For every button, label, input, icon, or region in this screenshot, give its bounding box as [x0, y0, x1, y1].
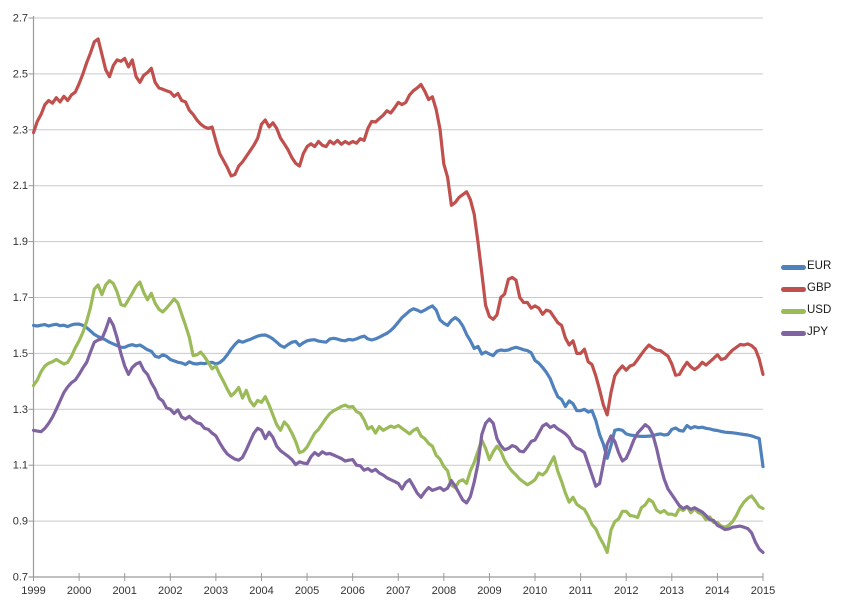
x-axis-label: 2015: [751, 585, 775, 597]
x-axis-label: 2009: [477, 585, 501, 597]
jpy-line-swatch-icon: [781, 330, 806, 336]
series-line-usd: [31, 279, 765, 555]
y-axis-label: 2.3: [13, 124, 28, 136]
y-axis-label: 1.3: [13, 404, 28, 416]
x-axis-label: 2011: [569, 585, 593, 597]
legend-item-jpy: JPY: [781, 322, 831, 344]
y-axis-label: 2.7: [13, 13, 28, 25]
x-axis-label: 2013: [660, 585, 684, 597]
x-axis-label: 2012: [614, 585, 638, 597]
x-axis-label: 2003: [204, 585, 228, 597]
x-axis-label: 2006: [340, 585, 364, 597]
x-axis-label: 2008: [432, 585, 456, 597]
x-axis-label: 2007: [386, 585, 410, 597]
x-axis-label: 2000: [67, 585, 91, 597]
y-axis-label: 2.5: [13, 68, 28, 80]
eur-line-swatch-icon: [781, 264, 806, 270]
x-axis-label: 2002: [158, 585, 182, 597]
y-axis-label: 0.7: [13, 572, 28, 584]
x-axis-label: 2005: [295, 585, 319, 597]
y-axis-label: 0.9: [13, 516, 28, 528]
legend-label-jpy: JPY: [807, 326, 829, 339]
series-line-eur: [31, 304, 765, 469]
y-axis-label: 1.1: [13, 460, 28, 472]
series-line-gbp: [31, 37, 765, 417]
x-axis-label: 1999: [21, 585, 45, 597]
legend-label-eur: EUR: [807, 260, 832, 273]
y-axis-label: 1.5: [13, 348, 28, 360]
gbp-line-swatch-icon: [781, 286, 806, 292]
x-axis-label: 2001: [112, 585, 136, 597]
x-axis-label: 2004: [249, 585, 273, 597]
usd-line-swatch-icon: [781, 308, 806, 314]
series-line-jpy: [31, 316, 765, 555]
legend-item-usd: USD: [781, 300, 831, 322]
legend-item-eur: EUR: [781, 256, 831, 278]
legend-item-gbp: GBP: [781, 278, 831, 300]
chart-legend: EUR GBP USD JPY: [781, 256, 831, 344]
legend-label-usd: USD: [807, 304, 832, 317]
x-axis-label: 2010: [523, 585, 547, 597]
y-axis-label: 1.9: [13, 236, 28, 248]
legend-label-gbp: GBP: [807, 282, 832, 295]
y-axis-label: 2.1: [13, 180, 28, 192]
y-axis-label: 1.7: [13, 292, 28, 304]
x-axis-label: 2014: [705, 585, 729, 597]
